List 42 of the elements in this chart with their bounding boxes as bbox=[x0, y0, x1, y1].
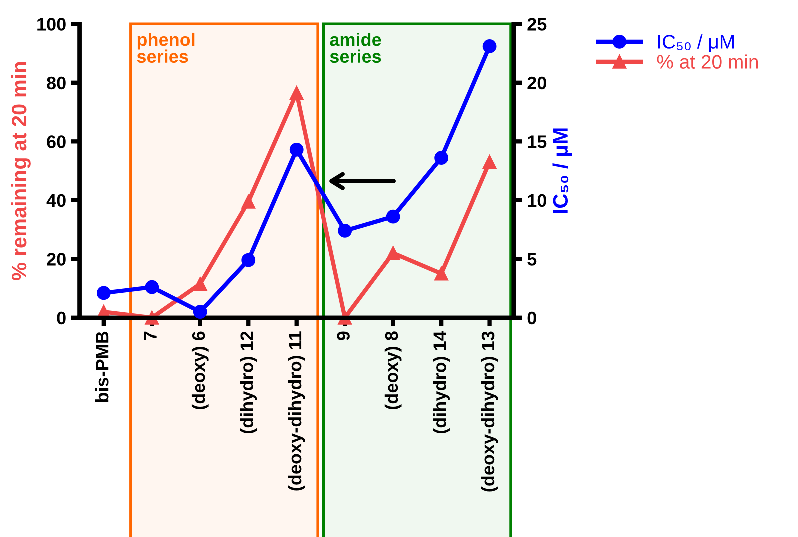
x-tick-label: (dihydro) 12 bbox=[240, 332, 258, 434]
x-tick-label: (deoxy-dihydro) 13 bbox=[481, 332, 498, 492]
x-tick-label: bis-PMB bbox=[96, 332, 109, 402]
y-tick-label: 20 bbox=[47, 253, 66, 266]
point bbox=[145, 280, 160, 294]
y-tick-label: 40 bbox=[46, 194, 66, 208]
point bbox=[338, 224, 352, 238]
point bbox=[242, 194, 256, 209]
band-label: phenol series bbox=[137, 32, 195, 64]
y2-tick-label: 20 bbox=[528, 76, 546, 90]
x-tick-label: (deoxy) 8 bbox=[384, 332, 402, 410]
y-tick-label: 60 bbox=[47, 136, 66, 148]
point bbox=[434, 151, 449, 166]
y-axis-title: % remaining at 20 min bbox=[11, 62, 31, 280]
point bbox=[193, 305, 208, 319]
legend-label: % at 20 min bbox=[657, 54, 758, 69]
point bbox=[290, 86, 304, 100]
y-tick-label: 80 bbox=[47, 76, 66, 90]
y-tick-label: 0 bbox=[57, 312, 66, 325]
point bbox=[386, 246, 400, 260]
x-tick-label: (deoxy) 6 bbox=[192, 332, 209, 410]
y2-axis-title: IC₅₀ / μM bbox=[552, 128, 572, 214]
point bbox=[386, 210, 400, 224]
point bbox=[96, 286, 111, 300]
y2-tick-label: 0 bbox=[528, 312, 536, 325]
x-tick-label: (deoxy-dihydro) 11 bbox=[288, 332, 306, 491]
point bbox=[290, 142, 304, 157]
y2-tick-label: 10 bbox=[528, 194, 546, 208]
y-tick-label: 100 bbox=[38, 18, 66, 31]
point bbox=[482, 40, 497, 54]
x-tick-label: 7 bbox=[144, 332, 157, 340]
legend-label: IC₅₀ / μM bbox=[658, 34, 734, 52]
y2-tick-label: 15 bbox=[528, 136, 547, 148]
band-label: amide series bbox=[330, 32, 382, 64]
point bbox=[242, 253, 256, 268]
x-tick-label: (dihydro) 14 bbox=[433, 331, 450, 434]
y2-tick-label: 25 bbox=[528, 18, 547, 31]
point bbox=[434, 266, 449, 281]
point bbox=[193, 277, 208, 292]
point bbox=[482, 155, 497, 170]
x-tick-label: 9 bbox=[337, 332, 350, 341]
y2-tick-label: 5 bbox=[528, 253, 537, 266]
